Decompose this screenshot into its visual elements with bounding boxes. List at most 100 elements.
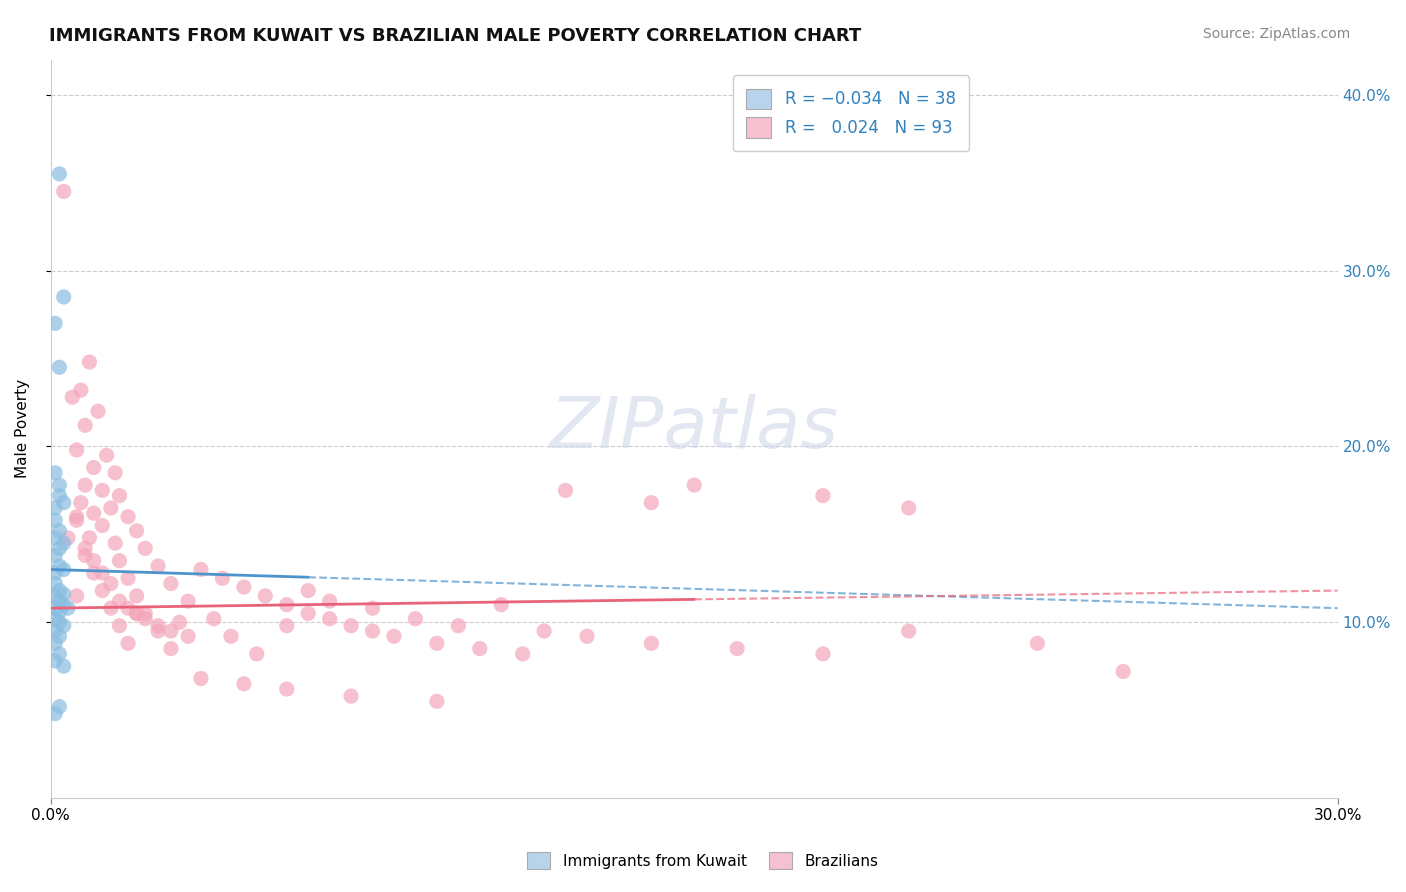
Point (897, 624, 920, 638)
Text: Source: ZipAtlas.com: Source: ZipAtlas.com (1202, 27, 1350, 41)
Point (83, 566, 105, 580)
Point (48, 605, 70, 619)
Point (48, 594, 70, 608)
Point (100, 601, 122, 615)
Point (276, 619, 298, 633)
Point (75, 549, 97, 563)
Point (100, 500, 122, 515)
Point (44, 500, 66, 515)
Point (254, 589, 277, 603)
Point (725, 641, 748, 656)
Point (426, 636, 449, 650)
Point (44, 316, 66, 330)
Point (897, 500, 920, 515)
Point (75, 418, 97, 433)
Point (108, 489, 131, 503)
Point (575, 629, 598, 643)
Point (108, 619, 131, 633)
Point (52, 185, 75, 199)
Point (318, 612, 340, 626)
Point (52, 659, 75, 673)
Point (52, 290, 75, 304)
Point (44, 531, 66, 545)
Point (87, 404, 110, 418)
Point (117, 509, 139, 524)
Point (44, 706, 66, 721)
Point (44, 636, 66, 650)
Point (70, 496, 93, 510)
Point (70, 383, 93, 397)
Point (169, 615, 191, 630)
Point (60, 390, 83, 404)
Point (79, 355, 101, 369)
Point (512, 647, 534, 661)
Point (811, 647, 834, 661)
Point (44, 566, 66, 580)
Point (160, 624, 183, 638)
Point (48, 524, 70, 538)
Point (489, 598, 512, 612)
Point (1026, 636, 1049, 650)
Point (447, 619, 470, 633)
Point (146, 619, 169, 633)
Point (91, 566, 114, 580)
Point (382, 629, 405, 643)
Point (146, 559, 169, 574)
Point (91, 483, 114, 498)
Point (48, 478, 70, 492)
Point (83, 460, 105, 475)
Point (52, 496, 75, 510)
Point (79, 531, 101, 545)
Point (640, 496, 662, 510)
Point (125, 607, 148, 621)
Point (52, 619, 75, 633)
Point (177, 629, 200, 643)
Point (56, 601, 79, 615)
Legend: Immigrants from Kuwait, Brazilians: Immigrants from Kuwait, Brazilians (522, 846, 884, 875)
Point (297, 583, 319, 598)
Point (104, 466, 127, 480)
Point (44, 513, 66, 527)
Point (190, 672, 212, 686)
Point (91, 518, 114, 533)
Point (276, 598, 298, 612)
Point (117, 636, 139, 650)
Point (134, 541, 156, 556)
Point (56, 531, 79, 545)
Point (48, 360, 70, 375)
Point (48, 629, 70, 643)
Point (44, 601, 66, 615)
Point (146, 624, 169, 638)
Point (48, 489, 70, 503)
Point (297, 607, 319, 621)
Point (246, 647, 269, 661)
Point (108, 554, 131, 568)
Point (134, 612, 156, 626)
Point (640, 636, 662, 650)
Point (117, 601, 139, 615)
Point (75, 478, 97, 492)
Point (533, 624, 555, 638)
Point (48, 559, 70, 574)
Point (48, 541, 70, 556)
Point (44, 589, 66, 603)
Text: IMMIGRANTS FROM KUWAIT VS BRAZILIAN MALE POVERTY CORRELATION CHART: IMMIGRANTS FROM KUWAIT VS BRAZILIAN MALE… (49, 27, 862, 45)
Point (125, 524, 148, 538)
Point (683, 478, 706, 492)
Legend: R = −0.034   N = 38, R =   0.024   N = 93: R = −0.034 N = 38, R = 0.024 N = 93 (733, 75, 969, 151)
Point (340, 619, 363, 633)
Point (44, 576, 66, 591)
Point (404, 612, 426, 626)
Point (117, 571, 139, 585)
Point (83, 506, 105, 520)
Point (276, 681, 298, 696)
Point (1112, 665, 1135, 679)
Point (108, 594, 131, 608)
Point (91, 583, 114, 598)
Point (100, 576, 122, 591)
Point (48, 615, 70, 630)
Point (190, 562, 212, 576)
Point (232, 580, 254, 594)
Point (48, 699, 70, 714)
Point (52, 587, 75, 601)
